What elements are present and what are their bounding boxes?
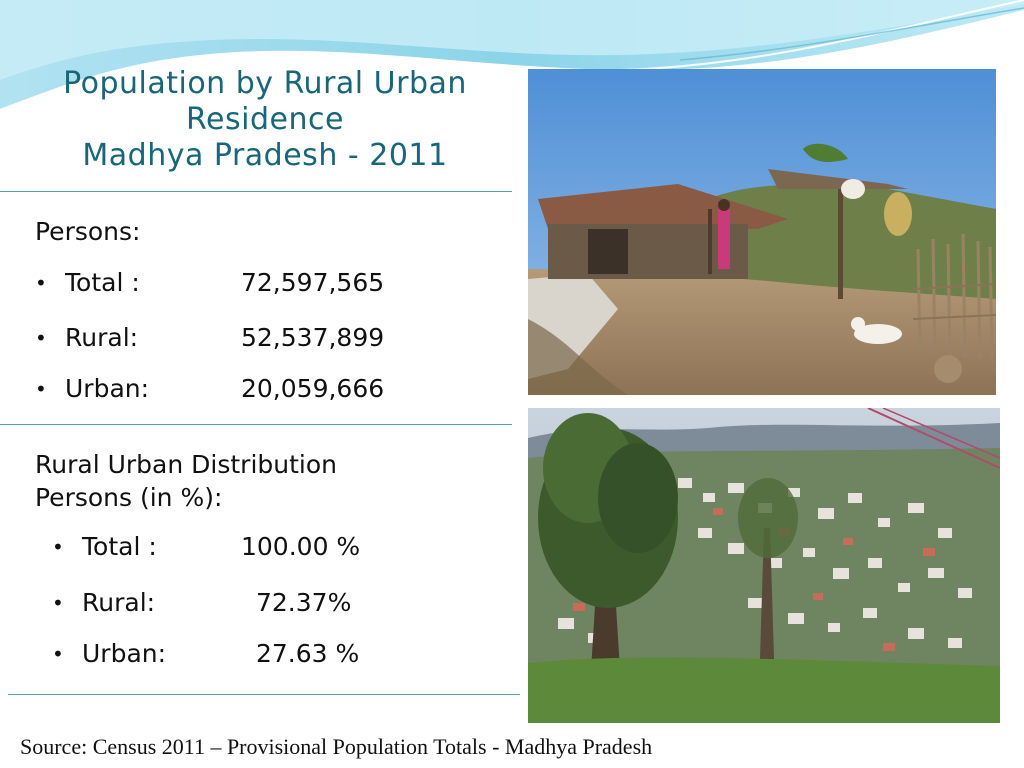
header-wave-decoration — [0, 0, 1024, 111]
bullet-icon: • — [35, 326, 47, 350]
source-citation: Source: Census 2011 – Provisional Popula… — [20, 734, 653, 759]
bullet-icon: • — [52, 535, 64, 559]
distribution-total-label: Total : — [82, 532, 157, 561]
bullet-icon: • — [35, 377, 47, 401]
distribution-total-value: 100.00 % — [241, 532, 361, 561]
persons-total-value: 72,597,565 — [241, 268, 385, 297]
title-line-2: Residence — [186, 102, 344, 137]
title-line-1: Population by Rural Urban — [63, 66, 467, 101]
persons-heading: Persons: — [35, 217, 141, 246]
distribution-heading-line-1: Rural Urban Distribution — [35, 450, 337, 479]
bullet-icon: • — [35, 271, 47, 295]
divider-middle — [0, 424, 512, 425]
persons-total-label: Total : — [65, 268, 140, 297]
rural-village-photo — [528, 69, 996, 395]
urban-town-photo — [528, 408, 1000, 723]
persons-rural-value: 52,537,899 — [241, 323, 385, 352]
distribution-urban-label: Urban: — [82, 639, 167, 668]
distribution-heading-line-2: Persons (in %): — [35, 483, 223, 512]
divider-bottom — [8, 694, 520, 695]
persons-urban-value: 20,059,666 — [241, 374, 385, 403]
slide-title: Population by Rural Urban Residence Madh… — [20, 66, 510, 174]
divider-top — [0, 191, 512, 192]
distribution-urban-value: 27.63 % — [256, 639, 360, 668]
distribution-rural-label: Rural: — [82, 588, 156, 617]
distribution-rural-value: 72.37% — [256, 588, 352, 617]
persons-urban-label: Urban: — [65, 374, 150, 403]
bullet-icon: • — [52, 591, 64, 615]
persons-rural-label: Rural: — [65, 323, 139, 352]
bullet-icon: • — [52, 642, 64, 666]
title-line-3: Madhya Pradesh - 2011 — [82, 138, 448, 173]
